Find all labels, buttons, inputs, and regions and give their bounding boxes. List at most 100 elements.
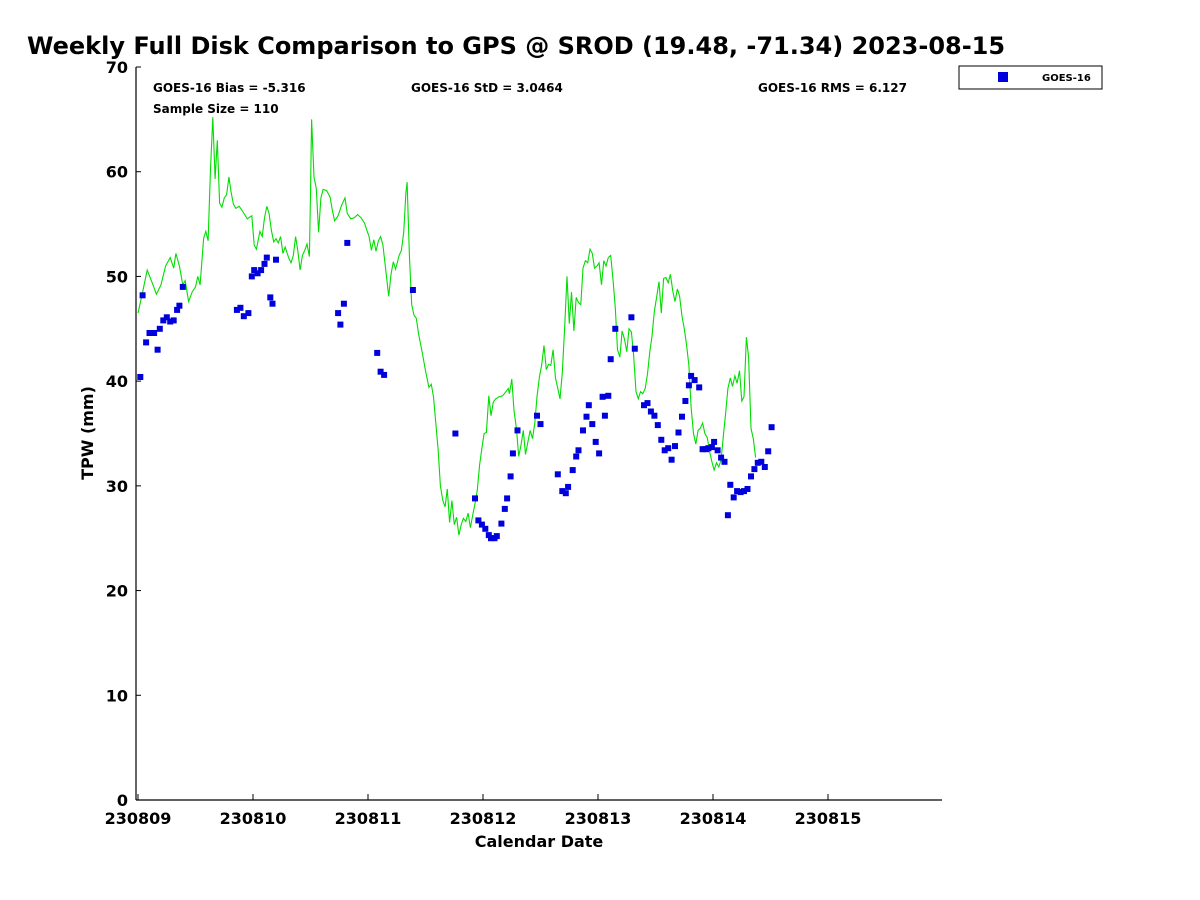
goes16-point [596,450,603,457]
plot-area [135,67,942,801]
goes16-point [537,421,544,428]
goes16-point [685,382,692,389]
goes16-point [679,413,685,420]
goes16-point [714,447,721,454]
goes16-point [661,447,668,454]
goes16-point [237,304,244,311]
goes16-point [562,490,569,497]
goes16-point [251,267,258,274]
goes16-point [167,318,174,325]
goes16-point [691,377,698,384]
goes16-point [605,392,612,399]
goes16-point [240,313,247,320]
goes16-point [137,374,144,380]
y-tick-label: 10 [106,686,128,705]
goes16-point [580,427,586,434]
goes16-point [612,325,619,332]
x-axis-ticks: 230809 230810 230811 230812 230813 230814 2308… [105,794,862,828]
y-tick-label: 60 [106,163,128,182]
goes16-point [160,317,167,324]
y-tick-label: 70 [106,58,128,77]
goes16-point [737,489,744,496]
goes16-point [139,292,146,299]
goes16-point [721,458,728,465]
y-tick-label: 0 [117,791,128,810]
goes16-point [589,421,596,428]
goes16-point [675,429,682,436]
goes16-point [163,314,170,321]
goes16-point [592,438,599,445]
goes16-point [734,488,741,495]
goes16-point [258,267,265,274]
goes16-point [758,458,765,465]
goes16-point [245,310,252,317]
goes16-point [628,314,635,321]
goes16-point [409,287,416,293]
goes16-point [534,412,540,419]
y-tick-label: 40 [106,372,128,391]
goes16-point [654,422,661,429]
y-axis-ticks: 0 10 20 30 40 50 60 70 [106,58,141,810]
x-tick-label: 230812 [450,809,517,828]
goes16-point [583,413,590,420]
goes16-point [601,412,608,419]
goes16-point [498,520,505,527]
chart-title: Weekly Full Disk Comparison to GPS @ SRO… [27,32,1005,60]
goes16-point [233,306,240,313]
goes16-point [501,505,508,512]
goes16-point [658,436,665,443]
y-tick-label: 50 [106,267,128,286]
goes16-point [751,466,758,473]
legend-marker-goes16 [998,72,1008,82]
goes16-point [641,402,647,409]
goes16-point [340,300,347,307]
goes16-point [156,325,163,332]
goes16-point [254,270,261,277]
goes16-point [478,521,485,528]
goes16-point [741,488,747,495]
goes16-point [761,464,768,470]
goes16-point [335,310,342,317]
goes16-point [727,481,734,488]
goes16-point [472,495,478,502]
goes16-point [718,454,725,461]
x-tick-label: 230814 [680,809,747,828]
goes16-point [599,393,606,400]
goes16-point [730,494,737,501]
goes16-point [708,444,715,451]
goes16-point [514,427,521,434]
legend-box [958,65,1103,90]
x-tick-label: 230811 [335,809,402,828]
goes16-point [711,438,718,445]
goes16-point [765,448,772,455]
goes16-point [509,450,516,457]
goes16-point [768,424,775,431]
x-tick-label: 230810 [220,809,287,828]
stat-sample-size: Sample Size = 110 [153,102,279,116]
goes16-point [493,533,500,540]
goes16-point [696,384,703,391]
goes16-point [176,302,183,309]
goes16-point [585,402,592,409]
goes16-point [688,372,695,379]
goes16-point [151,330,158,336]
goes16-point [754,459,761,466]
stat-rms: GOES-16 RMS = 6.127 [758,81,907,95]
goes16-point [504,495,511,502]
goes16-point [485,532,492,539]
goes16-point [488,535,494,542]
goes16-point [170,317,177,324]
goes16-point [374,349,381,356]
goes16-point [665,445,672,452]
goes16-point [569,467,576,474]
goes16-point [179,283,186,290]
goes16-point [575,447,582,454]
goes16-point [248,273,255,280]
goes16-point [607,356,614,363]
goes16-point [344,239,351,246]
goes16-point [452,430,459,437]
x-tick-label: 230815 [795,809,862,828]
x-axis-label: Calendar Date [475,832,604,851]
series-line-gps [137,117,757,536]
